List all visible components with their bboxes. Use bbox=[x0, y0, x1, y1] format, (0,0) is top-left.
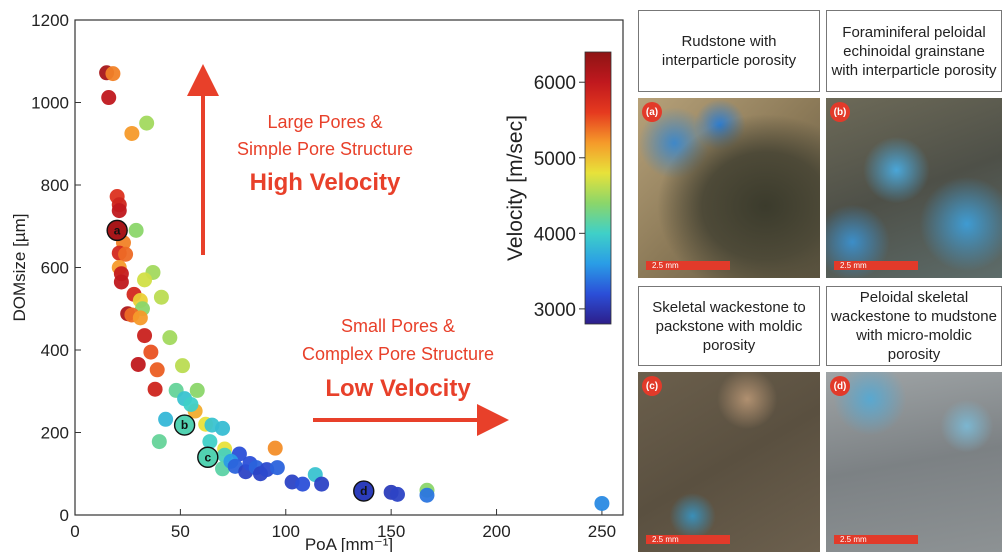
data-point bbox=[314, 476, 330, 492]
data-point bbox=[113, 274, 129, 290]
labeled-point-a bbox=[106, 219, 128, 242]
colorbar: 3000 4000 5000 6000 Velocity [m/sec] bbox=[504, 51, 612, 325]
scale-bar: 2.5 mm bbox=[834, 535, 918, 544]
labeled-point-text-a: a bbox=[114, 223, 121, 237]
thin-section-photo-d: (d) 2.5 mm bbox=[826, 372, 1002, 552]
colorbar-tick-label: 3000 bbox=[534, 300, 576, 321]
panel-letter-badge: (a) bbox=[642, 102, 662, 122]
data-point bbox=[267, 440, 283, 456]
data-point bbox=[594, 495, 610, 511]
y-tick-label: 1000 bbox=[31, 94, 69, 113]
labeled-point-b bbox=[173, 414, 196, 436]
point-labels-layer: a b c d bbox=[106, 219, 375, 502]
labeled-point-text-b: b bbox=[181, 418, 188, 432]
data-point bbox=[149, 362, 165, 378]
colorbar-tick-label: 6000 bbox=[534, 73, 576, 94]
labeled-point-d bbox=[353, 480, 375, 502]
data-point bbox=[153, 289, 169, 305]
x-tick-label: 0 bbox=[70, 522, 79, 541]
data-point bbox=[105, 66, 121, 82]
data-point bbox=[295, 476, 311, 492]
thin-section-photo-b: (b) 2.5 mm bbox=[826, 98, 1002, 278]
data-point bbox=[419, 487, 435, 503]
bottom-annotation-line2: Complex Pore Structure bbox=[302, 344, 494, 364]
x-tick-label: 200 bbox=[482, 522, 510, 541]
data-point bbox=[137, 272, 153, 288]
data-point bbox=[128, 222, 144, 238]
data-point bbox=[132, 310, 148, 326]
thin-section-photo-c: (c) 2.5 mm bbox=[638, 372, 820, 552]
colorbar-tick-label: 4000 bbox=[534, 224, 576, 245]
top-annotation-line2: Simple Pore Structure bbox=[237, 139, 413, 159]
bottom-annotation-line1: Small Pores & bbox=[341, 316, 455, 336]
data-point bbox=[215, 420, 231, 436]
x-axis-label: PoA [mm⁻¹] bbox=[305, 535, 393, 552]
data-point bbox=[124, 125, 140, 141]
data-point bbox=[162, 330, 178, 346]
bottom-annotation-line3: Low Velocity bbox=[325, 375, 471, 402]
data-point bbox=[151, 434, 167, 450]
x-tick-label: 50 bbox=[171, 522, 190, 541]
y-axis-label: DOMsize [µm] bbox=[10, 213, 29, 321]
scale-bar: 2.5 mm bbox=[646, 535, 730, 544]
top-annotation-line3: High Velocity bbox=[250, 169, 401, 196]
panel-letter-badge: (b) bbox=[830, 102, 850, 122]
data-point bbox=[189, 382, 205, 398]
scale-bar: 2.5 mm bbox=[834, 261, 918, 270]
colorbar-tick-label: 5000 bbox=[534, 149, 576, 170]
scatter-chart: 0 50 100 150 200 250 0 200 400 600 800 1000 1200 PoA … bbox=[10, 11, 624, 552]
colorbar-gradient bbox=[584, 51, 612, 325]
data-point bbox=[139, 115, 155, 131]
plot-frame bbox=[74, 19, 624, 516]
panel-caption-d: Peloidal skeletal wackestone to mudstone… bbox=[826, 286, 1002, 366]
scale-bar: 2.5 mm bbox=[646, 261, 730, 270]
top-annotation-line1: Large Pores & bbox=[267, 112, 382, 132]
panel-caption-c: Skeletal wackestone to packstone with mo… bbox=[638, 286, 820, 366]
data-point bbox=[174, 358, 190, 374]
data-point bbox=[111, 203, 127, 219]
annotation-layer: Large Pores & Simple Pore Structure High… bbox=[187, 64, 509, 436]
data-point bbox=[389, 486, 405, 502]
data-point bbox=[269, 460, 285, 476]
y-tick-label: 800 bbox=[41, 176, 69, 195]
data-point bbox=[202, 434, 218, 450]
colorbar-label: Velocity [m/sec] bbox=[504, 115, 527, 261]
x-tick-label: 150 bbox=[377, 522, 405, 541]
panel-letter-badge: (c) bbox=[642, 376, 662, 396]
data-point bbox=[143, 344, 159, 360]
x-tick-label: 100 bbox=[272, 522, 300, 541]
data-point bbox=[130, 356, 146, 372]
data-point bbox=[101, 90, 117, 106]
y-tick-label: 600 bbox=[41, 259, 69, 278]
panel-caption-b: Foraminiferal peloidal echinoidal grains… bbox=[826, 10, 1002, 92]
data-point bbox=[147, 381, 163, 397]
data-point bbox=[137, 328, 153, 344]
panel-caption-a: Rudstone with interparticle porosity bbox=[638, 10, 820, 92]
data-point bbox=[118, 246, 134, 262]
labeled-point-text-c: c bbox=[204, 450, 211, 464]
y-tick-label: 200 bbox=[41, 424, 69, 443]
panel-letter-badge: (d) bbox=[830, 376, 850, 396]
y-tick-label: 0 bbox=[60, 506, 69, 525]
x-tick-label: 250 bbox=[588, 522, 616, 541]
axis-layer: 0 50 100 150 200 250 0 200 400 600 800 1000 1200 PoA … bbox=[10, 11, 616, 552]
y-tick-label: 1200 bbox=[31, 11, 69, 30]
data-point bbox=[158, 411, 174, 427]
labeled-point-text-d: d bbox=[360, 484, 367, 498]
data-point bbox=[183, 396, 199, 412]
thin-section-photo-a: (a) 2.5 mm bbox=[638, 98, 820, 278]
labeled-point-c bbox=[197, 446, 219, 468]
y-tick-label: 400 bbox=[41, 341, 69, 360]
